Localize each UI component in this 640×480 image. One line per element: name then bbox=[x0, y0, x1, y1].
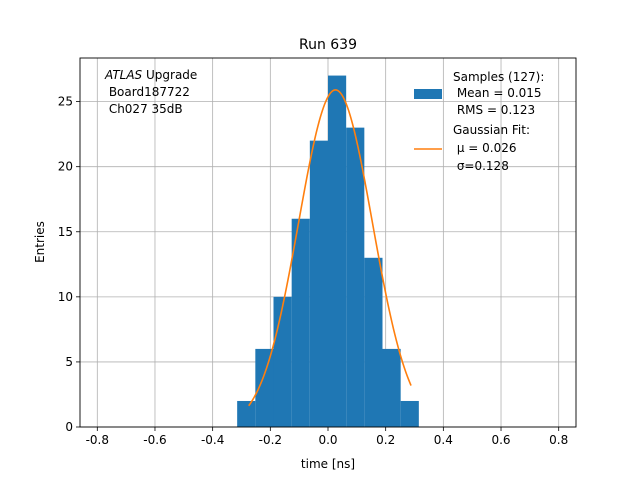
x-axis-ticks: -0.8 -0.6 -0.4 -0.2 0.0 0.2 0.4 0.6 0.8 bbox=[86, 427, 568, 447]
x-tick-label: 0.0 bbox=[318, 433, 337, 447]
x-tick-label: -0.4 bbox=[201, 433, 224, 447]
x-tick-label: -0.6 bbox=[143, 433, 166, 447]
y-axis-label: Entries bbox=[33, 221, 47, 263]
legend-samples-title: Samples (127): bbox=[453, 70, 544, 84]
histogram-bar bbox=[400, 400, 419, 427]
histogram-bar bbox=[382, 348, 401, 427]
histogram-bar bbox=[273, 296, 292, 427]
y-tick-label: 25 bbox=[58, 95, 73, 109]
gaussian-fit-curve bbox=[248, 89, 412, 407]
legend-samples-mean: Mean = 0.015 bbox=[453, 86, 542, 100]
x-tick-label: 0.6 bbox=[491, 433, 510, 447]
y-tick-label: 0 bbox=[65, 420, 73, 434]
histogram-bar bbox=[309, 140, 328, 427]
histogram-bar bbox=[328, 75, 347, 428]
x-tick-label: -0.2 bbox=[259, 433, 282, 447]
annotation-atlas: ATLAS bbox=[104, 68, 143, 82]
annotation-channel: Ch027 35dB bbox=[105, 102, 183, 116]
histogram-bar bbox=[237, 400, 256, 427]
legend: Samples (127): Mean = 0.015 RMS = 0.123 … bbox=[414, 70, 544, 173]
x-tick-label: -0.8 bbox=[86, 433, 109, 447]
histogram-bar bbox=[255, 348, 274, 427]
atlas-annotation: ATLAS Upgrade Board187722 Ch027 35dB bbox=[104, 68, 197, 116]
legend-samples-rms: RMS = 0.123 bbox=[453, 103, 535, 117]
y-tick-label: 5 bbox=[65, 355, 73, 369]
histogram-bar bbox=[346, 127, 365, 427]
legend-fit-sigma: σ=0.128 bbox=[453, 159, 509, 173]
histogram-bars bbox=[237, 75, 419, 428]
x-axis-label: time [ns] bbox=[301, 457, 355, 471]
x-tick-label: 0.4 bbox=[434, 433, 453, 447]
x-tick-label: 0.2 bbox=[376, 433, 395, 447]
histogram-bar bbox=[364, 257, 383, 427]
legend-samples-patch bbox=[414, 89, 442, 99]
annotation-upgrade: Upgrade bbox=[142, 68, 197, 82]
y-tick-label: 10 bbox=[58, 290, 73, 304]
y-axis-ticks: 0 5 10 15 20 25 bbox=[58, 95, 80, 434]
histogram-bar bbox=[291, 218, 310, 427]
legend-fit-title: Gaussian Fit: bbox=[453, 123, 530, 137]
chart-title: Run 639 bbox=[299, 37, 357, 53]
svg-text:ATLAS Upgrade: ATLAS Upgrade bbox=[104, 68, 197, 82]
y-tick-label: 15 bbox=[58, 225, 73, 239]
legend-fit-mu: μ = 0.026 bbox=[453, 141, 517, 155]
x-tick-label: 0.8 bbox=[549, 433, 568, 447]
y-tick-label: 20 bbox=[58, 160, 73, 174]
annotation-board: Board187722 bbox=[105, 85, 190, 99]
